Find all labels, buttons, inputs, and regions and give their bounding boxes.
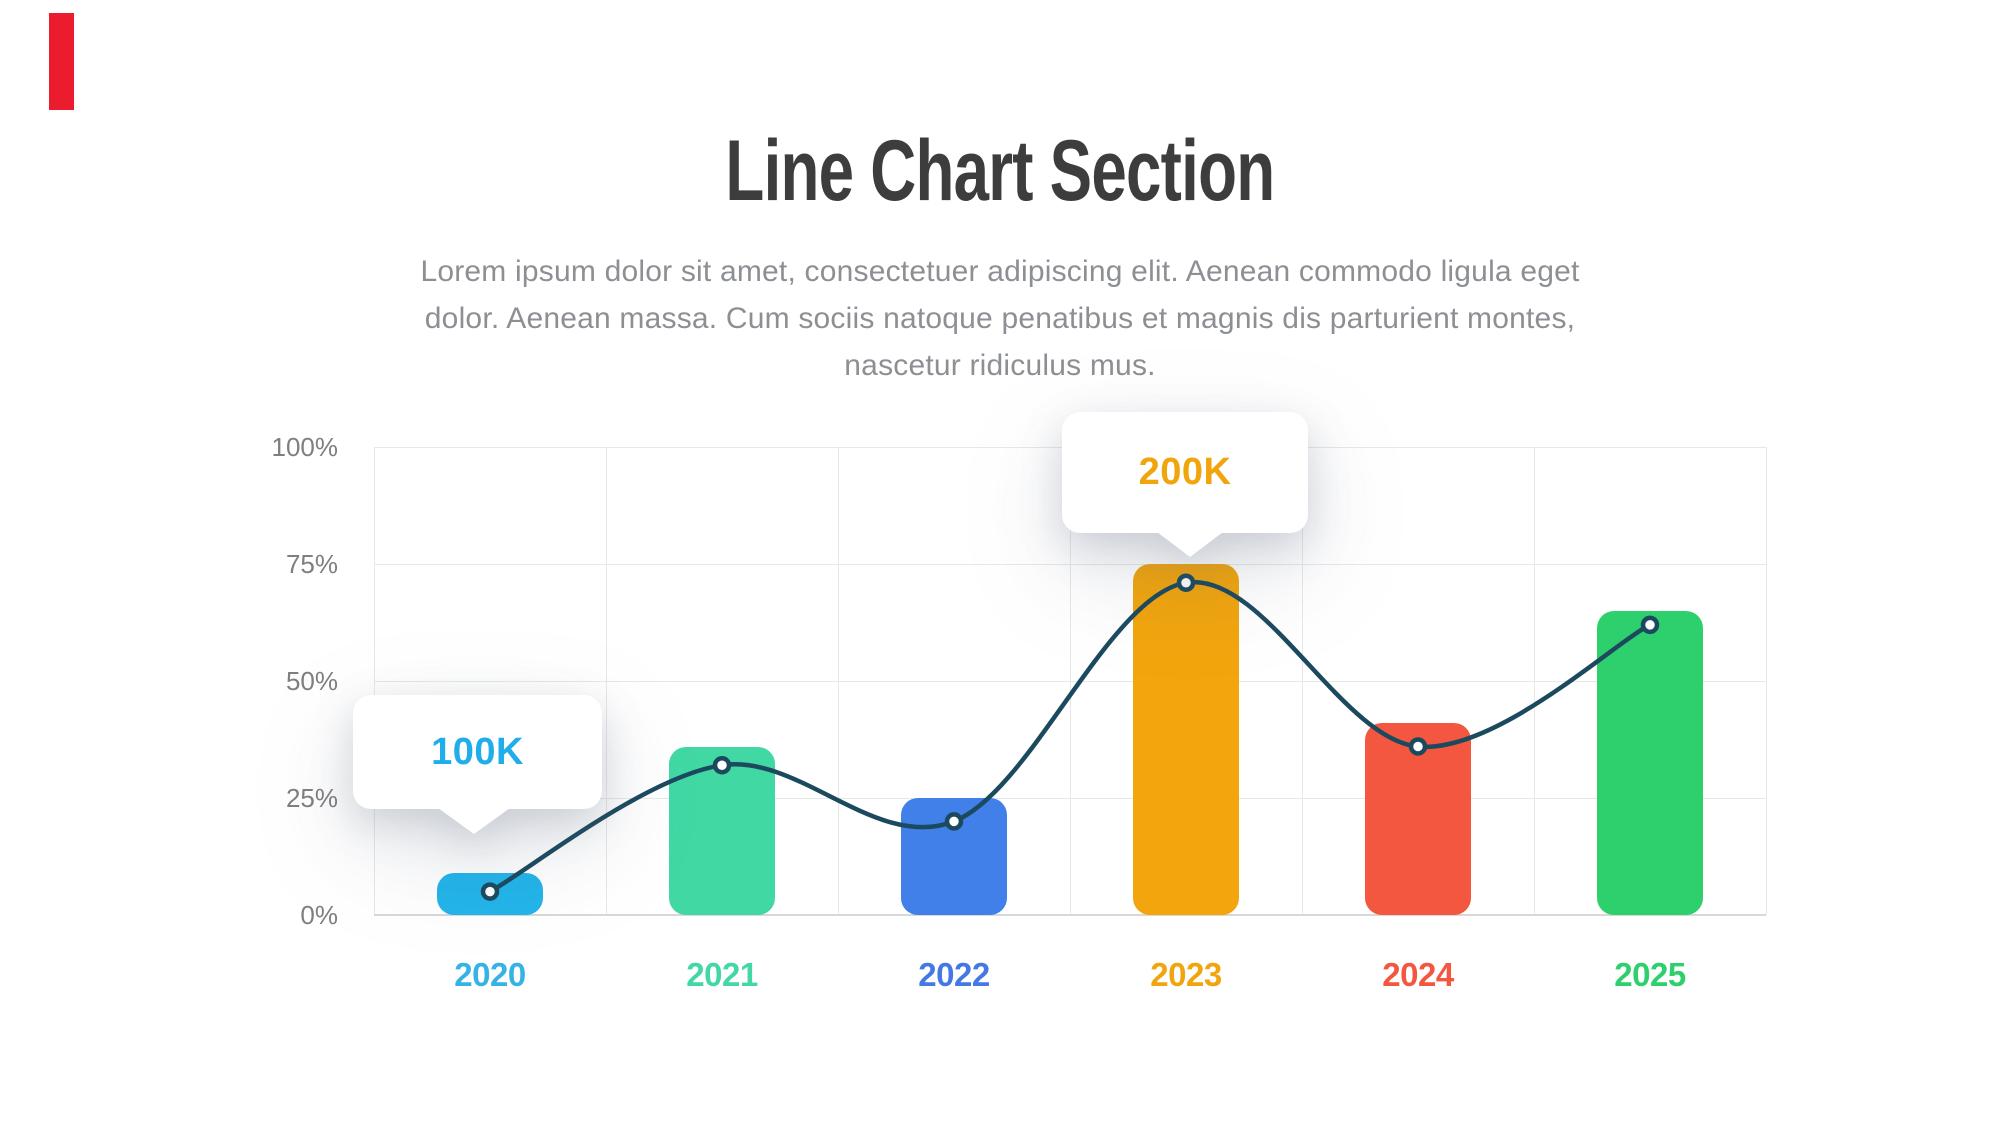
callout-100k-box: 100K <box>353 695 602 809</box>
callout-200k: 200K <box>1062 412 1308 557</box>
subtitle-line: Lorem ipsum dolor sit amet, consectetuer… <box>420 255 1580 288</box>
data-point-2024 <box>1408 737 1428 756</box>
bar-2025 <box>1597 611 1703 915</box>
header: Line Chart Section <box>0 128 2000 214</box>
subtitle-line: dolor. Aenean massa. Cum sociis natoque … <box>424 302 1576 335</box>
callout-200k-label: 200K <box>1138 451 1232 493</box>
x-label-2023: 2023 <box>1150 956 1222 993</box>
red-accent-bar <box>49 13 74 110</box>
callout-200k-box: 200K <box>1062 412 1308 533</box>
y-axis: 100% 75% 50% 25% 0% <box>220 432 339 930</box>
callout-200k-tail-icon <box>1157 532 1223 557</box>
callout-100k-label: 100K <box>431 730 524 773</box>
x-label-2022: 2022 <box>918 956 990 993</box>
gridline-horizontal <box>374 798 1766 799</box>
y-tick-label: 75% <box>285 549 338 579</box>
data-point-2021 <box>712 755 732 775</box>
callout-100k-tail-icon <box>438 808 510 834</box>
y-tick-label: 25% <box>285 783 338 813</box>
x-label-2020: 2020 <box>454 956 526 993</box>
subtitle: Lorem ipsum dolor sit amet, consectetuer… <box>0 248 2000 389</box>
x-label-2021: 2021 <box>686 956 758 993</box>
y-tick-label: 50% <box>285 666 338 696</box>
x-label-2024: 2024 <box>1382 956 1454 993</box>
x-label-2025: 2025 <box>1614 956 1686 993</box>
gridline-horizontal <box>374 564 1766 565</box>
gridline-vertical <box>1766 447 1767 915</box>
x-axis: 2020 2021 2022 2023 2024 2025 <box>374 956 1766 1000</box>
data-point-2022 <box>944 812 964 831</box>
data-point-2020 <box>480 882 500 901</box>
trend-line-path <box>487 579 1653 894</box>
gridline-horizontal <box>374 914 1766 916</box>
y-tick-label: 0% <box>300 900 338 930</box>
bar-2023 <box>1133 564 1239 915</box>
callout-100k: 100K <box>353 695 602 834</box>
data-point-2025 <box>1640 615 1660 635</box>
subtitle-line: nascetur ridiculus mus. <box>844 349 1156 382</box>
data-point-2023 <box>1176 573 1196 592</box>
gridline-horizontal <box>374 681 1766 682</box>
y-tick-label: 100% <box>271 432 339 462</box>
page-title: Line Chart Section <box>725 123 1276 219</box>
plot-area <box>374 447 1767 916</box>
trend-line-svg <box>480 573 1660 901</box>
